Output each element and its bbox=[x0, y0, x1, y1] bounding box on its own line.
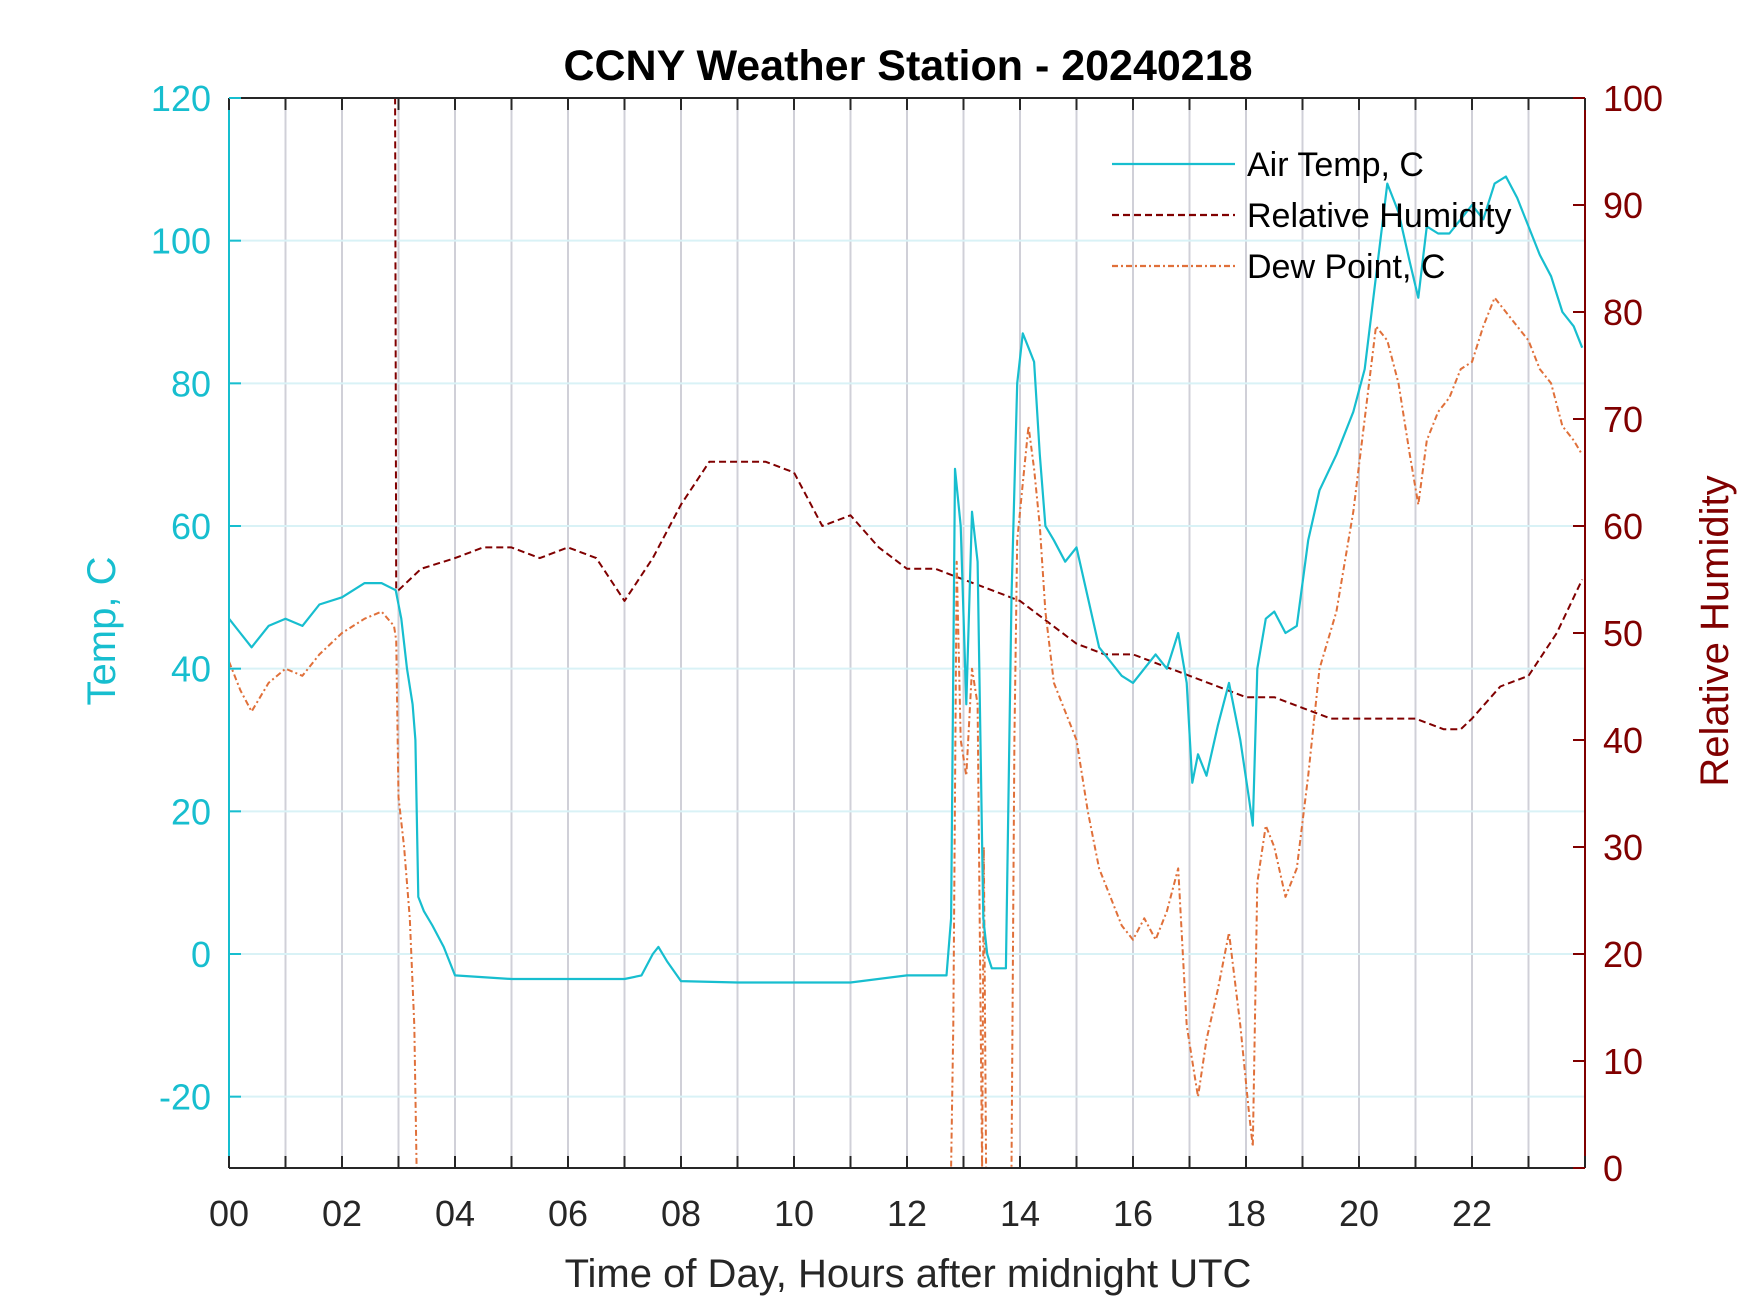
x-tick-label: 18 bbox=[1226, 1193, 1266, 1234]
x-tick-label: 04 bbox=[435, 1193, 475, 1234]
right-tick-label: 90 bbox=[1603, 185, 1643, 226]
legend-label-air-temp: Air Temp, C bbox=[1247, 146, 1424, 184]
axes-layer bbox=[228, 97, 1586, 1169]
right-tick-label: 20 bbox=[1603, 934, 1643, 975]
right-tick-label: 0 bbox=[1603, 1148, 1623, 1189]
legend-label-relative-humidity: Relative Humidity bbox=[1247, 197, 1512, 235]
legend: Air Temp, C Relative Humidity Dew Point,… bbox=[1112, 146, 1512, 286]
left-tick-label: 120 bbox=[151, 78, 211, 119]
x-tick-label: 16 bbox=[1113, 1193, 1153, 1234]
x-tick-label: 08 bbox=[661, 1193, 701, 1234]
x-tick-label: 20 bbox=[1339, 1193, 1379, 1234]
left-tick-label: -20 bbox=[159, 1077, 211, 1118]
right-tick-label: 10 bbox=[1603, 1041, 1643, 1082]
right-tick-label: 70 bbox=[1603, 399, 1643, 440]
left-tick-label: 100 bbox=[151, 221, 211, 262]
left-tick-label: 20 bbox=[171, 791, 211, 832]
right-tick-labels: 0 10 20 30 40 50 60 70 80 90 100 bbox=[1603, 78, 1663, 1189]
x-gridlines bbox=[228, 98, 1586, 1168]
x-tick-label: 02 bbox=[322, 1193, 362, 1234]
x-tick-label: 12 bbox=[887, 1193, 927, 1234]
right-tick-label: 100 bbox=[1603, 78, 1663, 119]
chart-title: CCNY Weather Station - 20240218 bbox=[563, 42, 1252, 90]
dew-point-line bbox=[228, 296, 1584, 1169]
left-axis-label: Temp, C bbox=[80, 557, 124, 706]
left-tick-label: 40 bbox=[171, 649, 211, 690]
right-tick-label: 60 bbox=[1603, 506, 1643, 547]
legend-label-dew-point: Dew Point, C bbox=[1247, 248, 1445, 286]
left-tick-label: 0 bbox=[191, 934, 211, 975]
x-tick-label: 22 bbox=[1452, 1193, 1492, 1234]
relative-humidity-line bbox=[394, 97, 1584, 731]
x-tick-label: 14 bbox=[1000, 1193, 1040, 1234]
x-tick-label: 06 bbox=[548, 1193, 588, 1234]
x-tick-labels: 00 02 04 06 08 10 12 14 16 18 20 22 bbox=[209, 1193, 1492, 1234]
right-tick-label: 50 bbox=[1603, 613, 1643, 654]
right-axis-label: Relative Humidity bbox=[1693, 475, 1737, 786]
left-tick-labels: -20 0 20 40 60 80 100 120 bbox=[151, 78, 211, 1118]
x-tick-label: 00 bbox=[209, 1193, 249, 1234]
left-tick-label: 60 bbox=[171, 506, 211, 547]
left-tick-label: 80 bbox=[171, 363, 211, 404]
right-tick-label: 40 bbox=[1603, 720, 1643, 761]
y-gridlines bbox=[229, 97, 1585, 1098]
x-axis-label: Time of Day, Hours after midnight UTC bbox=[565, 1252, 1252, 1296]
air-temp-line bbox=[228, 175, 1584, 984]
series-layer bbox=[228, 97, 1584, 1169]
right-tick-label: 80 bbox=[1603, 292, 1643, 333]
x-tick-label: 10 bbox=[774, 1193, 814, 1234]
right-tick-label: 30 bbox=[1603, 827, 1643, 868]
